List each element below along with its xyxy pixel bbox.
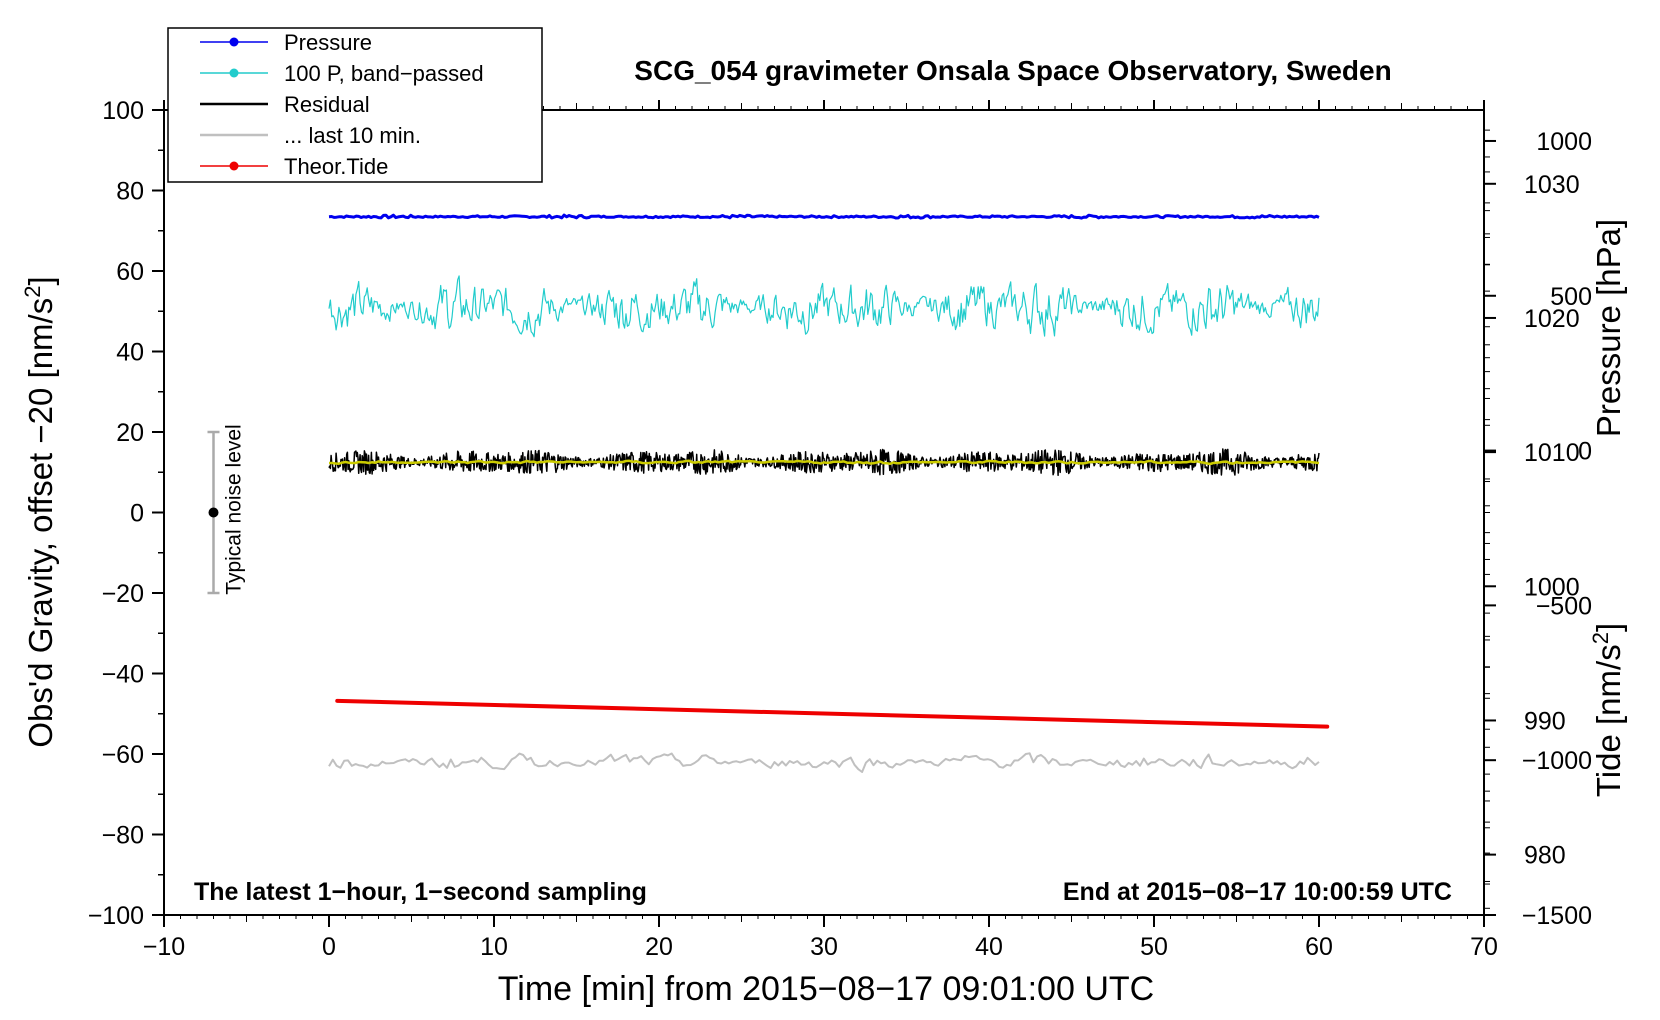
tide-tick-label: 1000 bbox=[1536, 128, 1592, 156]
legend-label-2: Residual bbox=[284, 92, 370, 117]
legend-label-4: Theor.Tide bbox=[284, 154, 388, 179]
tide-tick-label: 500 bbox=[1550, 283, 1592, 311]
x-tick-label: 50 bbox=[1140, 933, 1168, 961]
noise-bar-point bbox=[208, 507, 219, 518]
pressure-tick-label: 980 bbox=[1524, 842, 1566, 870]
x-axis-label: Time [min] from 2015−08−17 09:01:00 UTC bbox=[498, 970, 1154, 1008]
x-tick-label: 10 bbox=[480, 933, 508, 961]
x-tick-label: 20 bbox=[645, 933, 673, 961]
legend-label-3: ... last 10 min. bbox=[284, 123, 421, 148]
tide-tick-label: 0 bbox=[1578, 438, 1592, 466]
series-theoretical-tide bbox=[335, 698, 1330, 729]
annotation-end-time: End at 2015−08−17 10:00:59 UTC bbox=[1063, 878, 1452, 906]
tide-tick-label: −1000 bbox=[1522, 747, 1592, 775]
x-tick-label: −10 bbox=[143, 933, 185, 961]
legend-marker-0 bbox=[229, 37, 239, 47]
x-tick-label: 0 bbox=[322, 933, 336, 961]
x-tick-label: 40 bbox=[975, 933, 1003, 961]
y-tick-label: −100 bbox=[88, 902, 144, 930]
series-band-passed-pressure bbox=[328, 275, 1320, 338]
tide-tick-label: −1500 bbox=[1522, 902, 1592, 930]
x-tick-label: 30 bbox=[810, 933, 838, 961]
y-axis-label-left-text: Obs'd Gravity, offset −20 [nm/s bbox=[22, 298, 59, 748]
y-tick-label: −20 bbox=[102, 580, 144, 608]
y-tick-label: 80 bbox=[116, 178, 144, 206]
tide-tick-label: −500 bbox=[1536, 592, 1592, 620]
y-axis-label-tide: Tide [nm/s2] bbox=[1588, 623, 1628, 797]
y-tick-label: 100 bbox=[102, 97, 144, 125]
y-tick-label: 20 bbox=[116, 419, 144, 447]
annotation-sampling: The latest 1−hour, 1−second sampling bbox=[194, 878, 647, 906]
pressure-tick-label: 1020 bbox=[1524, 305, 1580, 333]
legend-marker-1 bbox=[229, 68, 239, 78]
y-axis-label-left: Obs'd Gravity, offset −20 [nm/s2] bbox=[20, 276, 60, 747]
chart-title: SCG_054 gravimeter Onsala Space Observat… bbox=[634, 55, 1391, 86]
noise-bar-label: Typical noise level bbox=[223, 424, 246, 594]
y-tick-label: −60 bbox=[102, 741, 144, 769]
y-axis-label-tide-text: Tide [nm/s bbox=[1590, 644, 1627, 797]
pressure-tick-label: 1010 bbox=[1524, 439, 1580, 467]
y-tick-label: 60 bbox=[116, 258, 144, 286]
x-tick-label: 60 bbox=[1305, 933, 1333, 961]
y-tick-label: 0 bbox=[130, 500, 144, 528]
axis-ticks: −10 0 10 20 30 40 50 60 70−100−80−60−40−20020406… bbox=[88, 97, 1592, 961]
data-series bbox=[328, 213, 1330, 773]
y-tick-label: −40 bbox=[102, 661, 144, 689]
legend-label-0: Pressure bbox=[284, 30, 372, 55]
noise-bar: Typical noise level bbox=[207, 424, 246, 595]
y-tick-label: 40 bbox=[116, 339, 144, 367]
y-axis-label-pressure: Pressure [hPa] bbox=[1590, 219, 1627, 437]
series-pressure bbox=[328, 213, 1320, 220]
series-residual-smoothed bbox=[329, 459, 1320, 466]
series-last-10-min bbox=[328, 752, 1320, 773]
pressure-tick-label: 1030 bbox=[1524, 171, 1580, 199]
pressure-tick-label: 990 bbox=[1524, 707, 1566, 735]
legend-marker-4 bbox=[229, 161, 239, 171]
legend: Pressure 100 P, band−passed Residual ... la… bbox=[167, 27, 543, 183]
x-tick-label: 70 bbox=[1470, 933, 1498, 961]
y-tick-label: −80 bbox=[102, 822, 144, 850]
pressure-tick-label: 1000 bbox=[1524, 573, 1580, 601]
legend-label-1: 100 P, band−passed bbox=[284, 61, 484, 86]
